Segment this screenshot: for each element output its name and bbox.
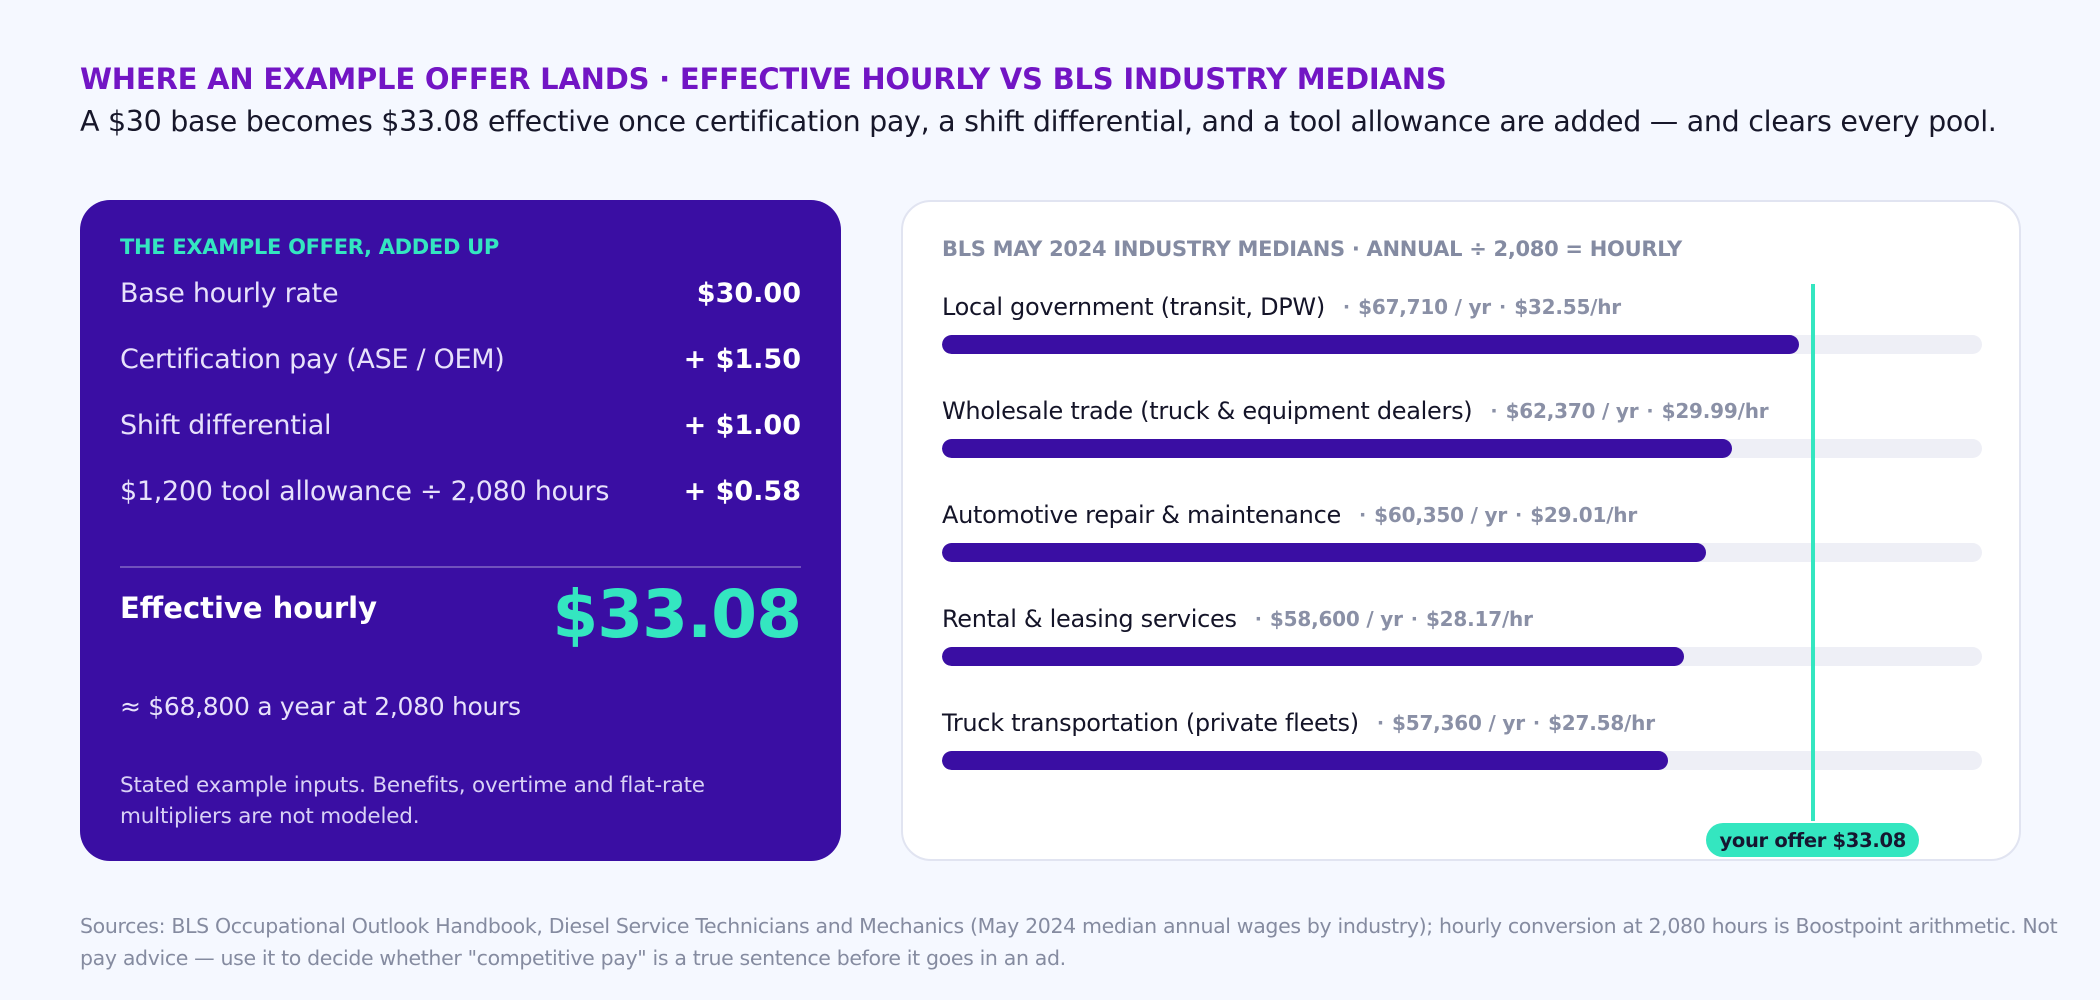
- separator-dot: ·: [1376, 712, 1385, 734]
- separator-dot: ·: [1342, 296, 1351, 318]
- bar-truck-transportation: [942, 751, 1669, 770]
- bar-track: [942, 543, 1982, 562]
- bar-annual-label: $60,350 / yr: [1374, 503, 1507, 527]
- your-offer-label: your offer $33.08: [1706, 823, 1919, 857]
- bar-row: Truck transportation (private fleets) · …: [942, 706, 1982, 776]
- industry-medians-card: BLS MAY 2024 INDUSTRY MEDIANS · ANNUAL ÷…: [901, 200, 2021, 861]
- bar-local-government: [942, 335, 1799, 354]
- offer-line-amount: + $1.00: [683, 409, 801, 441]
- offer-divider: [120, 566, 801, 568]
- offer-caveat: Stated example inputs. Benefits, overtim…: [120, 773, 705, 829]
- separator-dot: ·: [1410, 608, 1418, 630]
- offer-line-label: Base hourly rate: [120, 277, 339, 309]
- bar-hourly-label: $27.58/hr: [1548, 711, 1655, 735]
- bar-label-line: Automotive repair & maintenance · $60,35…: [942, 498, 1637, 532]
- separator-dot: ·: [1498, 296, 1507, 318]
- bar-row: Local government (transit, DPW) · $67,71…: [942, 290, 1982, 360]
- separator-dot: ·: [1532, 712, 1541, 734]
- bar-annual-label: $67,710 / yr: [1358, 295, 1491, 319]
- annual-equivalent-note: ≈ $68,800 a year at 2,080 hours: [120, 692, 521, 721]
- bar-track: [942, 439, 1982, 458]
- example-offer-card: THE EXAMPLE OFFER, ADDED UP Base hourly …: [80, 200, 841, 861]
- your-offer-reference-line: [1810, 284, 1815, 821]
- bar-label-line: Wholesale trade (truck & equipment deale…: [942, 394, 1769, 428]
- bar-annual-label: $62,370 / yr: [1505, 399, 1639, 423]
- bar-category-label: Automotive repair & maintenance: [942, 501, 1341, 529]
- effective-hourly-value: $33.08: [552, 576, 802, 653]
- offer-line-certification: Certification pay (ASE / OEM) + $1.50: [120, 339, 801, 379]
- bar-hourly-label: $29.01/hr: [1530, 503, 1638, 527]
- bar-row: Automotive repair & maintenance · $60,35…: [942, 498, 1982, 568]
- offer-line-label: Certification pay (ASE / OEM): [120, 343, 505, 375]
- bar-category-label: Truck transportation (private fleets): [942, 709, 1359, 737]
- bar-hourly-label: $28.17/hr: [1425, 607, 1533, 631]
- offer-line-shift: Shift differential + $1.00: [120, 405, 801, 445]
- bar-annual-label: $58,600 / yr: [1269, 607, 1403, 631]
- separator-dot: ·: [1358, 504, 1367, 526]
- offer-line-amount: + $0.58: [683, 475, 801, 507]
- bar-row: Rental & leasing services · $58,600 / yr…: [942, 602, 1982, 672]
- separator-dot: ·: [1490, 400, 1498, 422]
- bar-rental-leasing: [942, 647, 1684, 666]
- bar-track: [942, 335, 1982, 354]
- separator-dot: ·: [1646, 400, 1654, 422]
- bar-track: [942, 751, 1982, 770]
- offer-line-tool-allowance: $1,200 tool allowance ÷ 2,080 hours + $0…: [120, 471, 801, 511]
- offer-heading: THE EXAMPLE OFFER, ADDED UP: [120, 235, 499, 259]
- separator-dot: ·: [1254, 608, 1262, 630]
- bar-label-line: Rental & leasing services · $58,600 / yr…: [942, 602, 1533, 636]
- sources-footnote: Sources: BLS Occupational Outlook Handbo…: [80, 914, 2058, 970]
- bar-category-label: Rental & leasing services: [942, 605, 1237, 633]
- bar-track: [942, 647, 1982, 666]
- offer-line-label: $1,200 tool allowance ÷ 2,080 hours: [120, 475, 610, 507]
- bar-category-label: Wholesale trade (truck & equipment deale…: [942, 397, 1473, 425]
- bar-hourly-label: $32.55/hr: [1514, 295, 1621, 319]
- chart-subtitle: A $30 base becomes $33.08 effective once…: [80, 105, 1997, 138]
- bar-hourly-label: $29.99/hr: [1661, 399, 1769, 423]
- offer-line-amount: + $1.50: [683, 343, 801, 375]
- bar-wholesale-trade: [942, 439, 1732, 458]
- offer-line-base: Base hourly rate $30.00: [120, 273, 801, 313]
- offer-line-label: Shift differential: [120, 409, 332, 441]
- bar-label-line: Local government (transit, DPW) · $67,71…: [942, 290, 1621, 324]
- bar-category-label: Local government (transit, DPW): [942, 293, 1325, 321]
- offer-line-amount: $30.00: [696, 277, 801, 309]
- bar-label-line: Truck transportation (private fleets) · …: [942, 706, 1655, 740]
- chart-kicker: WHERE AN EXAMPLE OFFER LANDS · EFFECTIVE…: [80, 62, 1447, 96]
- bar-automotive-repair: [942, 543, 1706, 562]
- separator-dot: ·: [1515, 504, 1523, 526]
- bar-row: Wholesale trade (truck & equipment deale…: [942, 394, 1982, 464]
- bar-annual-label: $57,360 / yr: [1392, 711, 1525, 735]
- chart-heading: BLS MAY 2024 INDUSTRY MEDIANS · ANNUAL ÷…: [942, 237, 1682, 261]
- effective-hourly-label: Effective hourly: [120, 591, 377, 625]
